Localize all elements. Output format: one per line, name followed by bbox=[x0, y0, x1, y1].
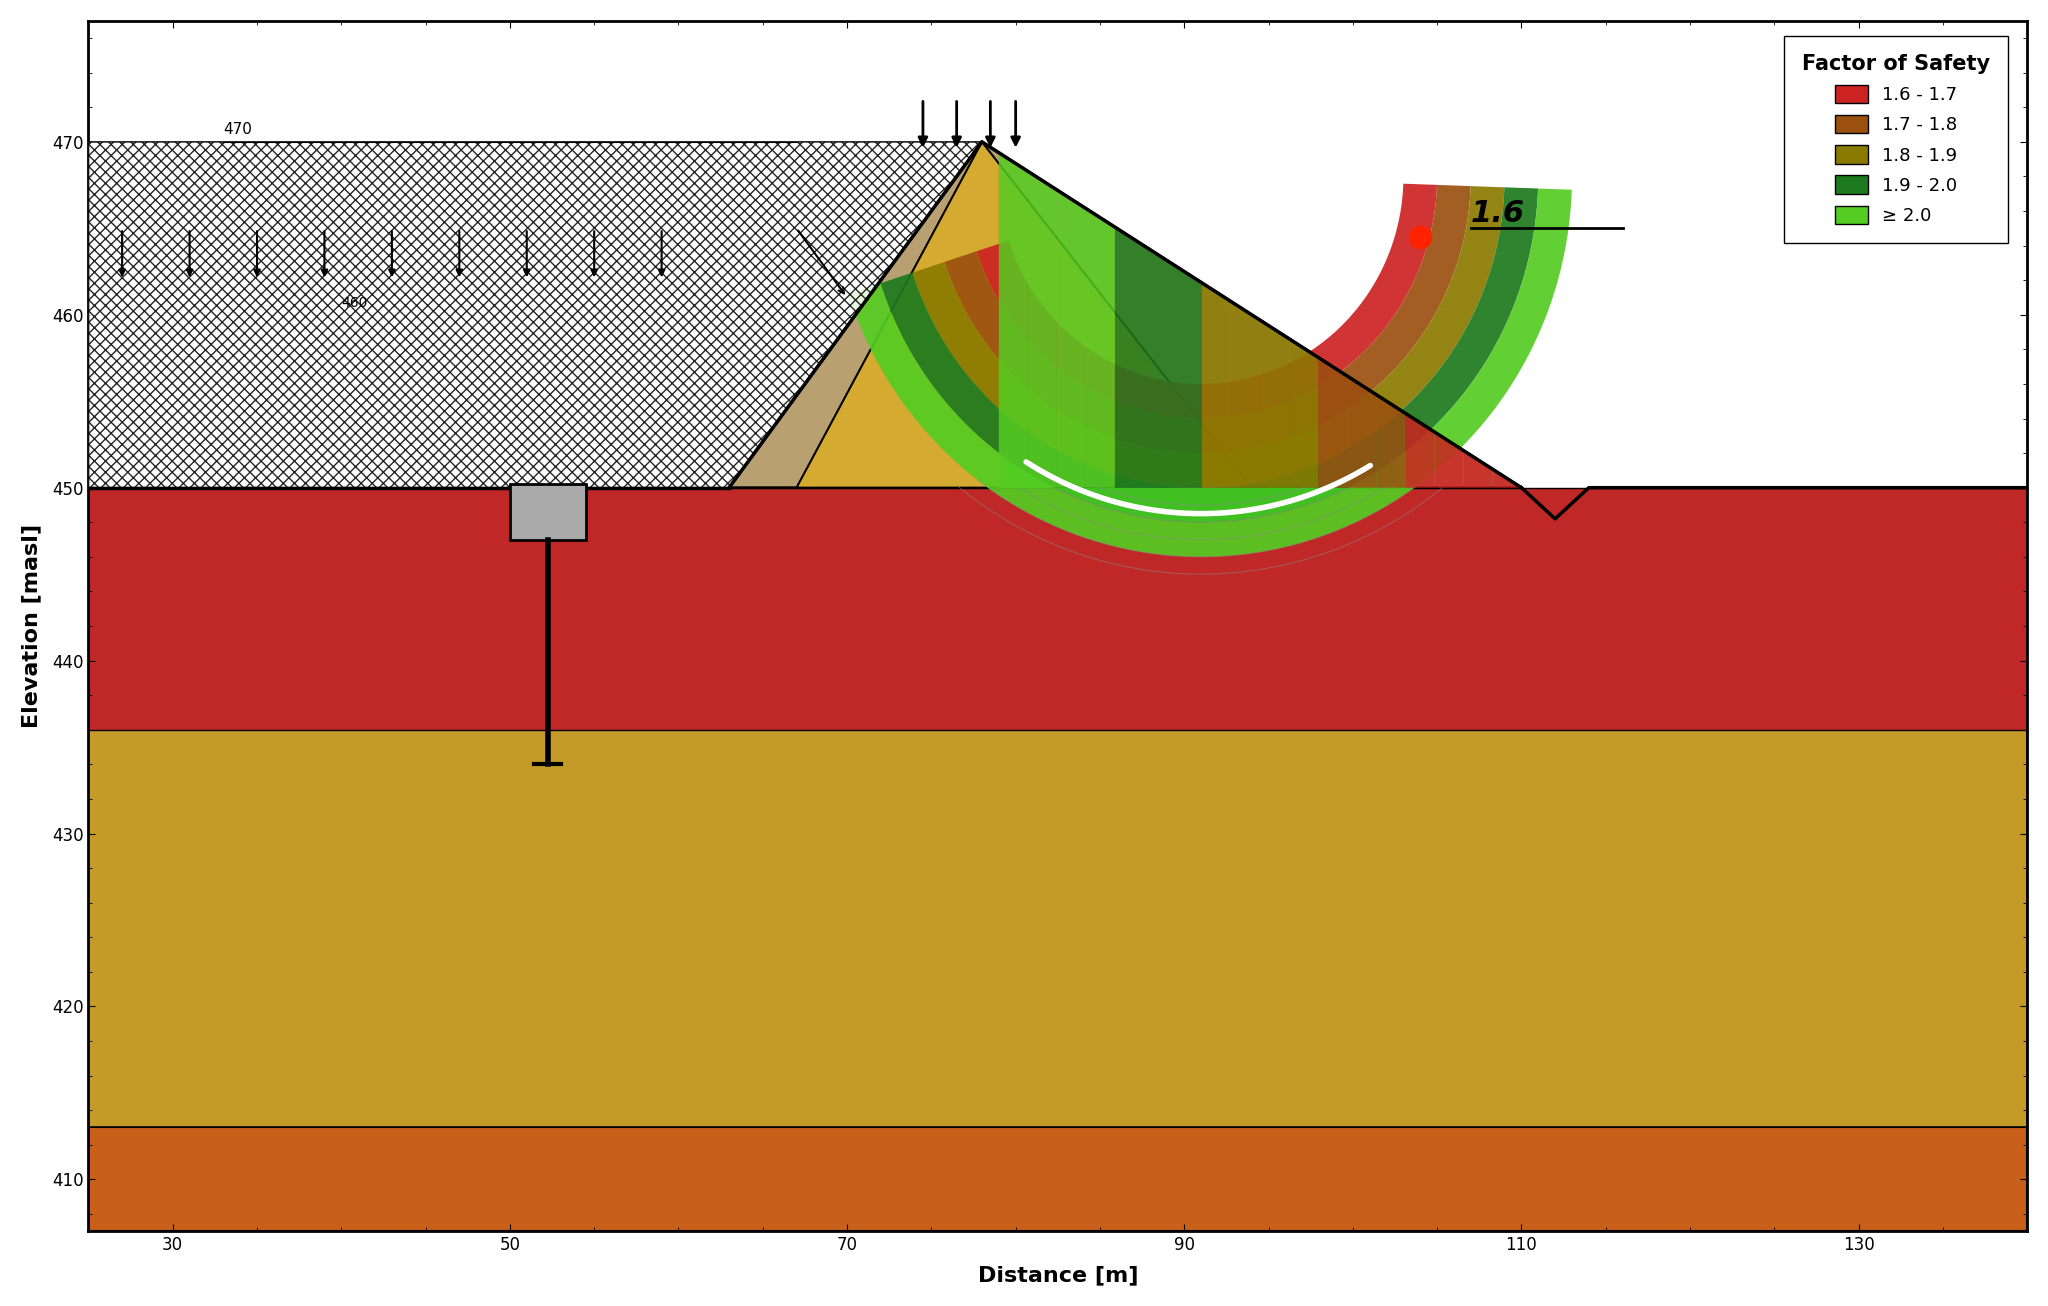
Legend: 1.6 - 1.7, 1.7 - 1.8, 1.8 - 1.9, 1.9 - 2.0, ≥ 2.0: 1.6 - 1.7, 1.7 - 1.8, 1.8 - 1.9, 1.9 - 2… bbox=[1784, 35, 2009, 243]
Polygon shape bbox=[1464, 451, 1493, 487]
Polygon shape bbox=[1145, 246, 1174, 487]
Polygon shape bbox=[999, 153, 1028, 487]
Polygon shape bbox=[729, 142, 1522, 487]
Polygon shape bbox=[1085, 209, 1114, 487]
Text: 470: 470 bbox=[223, 121, 252, 137]
X-axis label: Distance [m]: Distance [m] bbox=[977, 1266, 1139, 1285]
Polygon shape bbox=[1348, 376, 1376, 487]
Polygon shape bbox=[88, 142, 981, 487]
Polygon shape bbox=[1288, 338, 1319, 487]
Text: 460: 460 bbox=[342, 295, 369, 310]
Polygon shape bbox=[1202, 283, 1231, 487]
Text: 1.6: 1.6 bbox=[1470, 200, 1526, 229]
Polygon shape bbox=[1376, 394, 1405, 487]
Polygon shape bbox=[797, 142, 1251, 487]
Polygon shape bbox=[1028, 171, 1057, 487]
Polygon shape bbox=[1260, 320, 1288, 487]
Polygon shape bbox=[88, 1127, 2028, 1232]
Polygon shape bbox=[1004, 457, 1397, 522]
Polygon shape bbox=[1319, 358, 1348, 487]
FancyBboxPatch shape bbox=[510, 485, 586, 539]
Polygon shape bbox=[1405, 413, 1434, 487]
Polygon shape bbox=[1493, 469, 1522, 487]
Polygon shape bbox=[1114, 227, 1145, 487]
Polygon shape bbox=[88, 487, 2028, 730]
Polygon shape bbox=[913, 187, 1505, 487]
Polygon shape bbox=[1434, 432, 1464, 487]
Polygon shape bbox=[881, 187, 1538, 522]
Polygon shape bbox=[848, 188, 1571, 556]
Polygon shape bbox=[977, 184, 1438, 418]
Polygon shape bbox=[944, 185, 1470, 453]
Polygon shape bbox=[1174, 264, 1202, 487]
Polygon shape bbox=[1231, 302, 1260, 487]
Y-axis label: Elevation [masl]: Elevation [masl] bbox=[20, 524, 41, 727]
Polygon shape bbox=[1057, 189, 1085, 487]
Polygon shape bbox=[88, 730, 2028, 1127]
